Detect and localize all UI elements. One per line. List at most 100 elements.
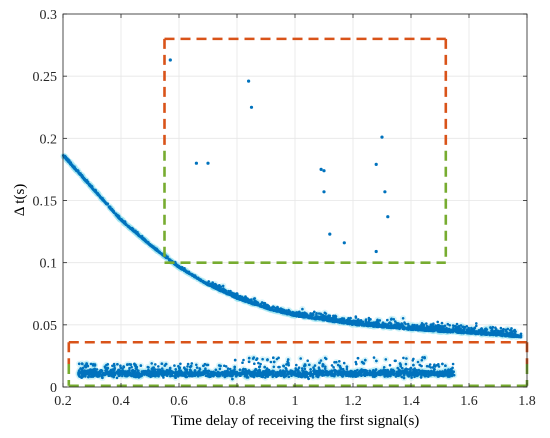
data-point — [69, 163, 73, 166]
data-point — [196, 277, 200, 280]
data-point — [82, 176, 86, 180]
data-point — [311, 312, 315, 316]
data-point — [223, 289, 227, 293]
data-point — [109, 207, 112, 210]
data-point — [510, 330, 514, 334]
data-point — [301, 314, 305, 317]
data-point — [459, 324, 463, 327]
data-point — [364, 318, 368, 321]
data-point — [386, 325, 389, 329]
data-point — [321, 313, 325, 317]
data-point — [407, 325, 411, 328]
data-point — [174, 263, 177, 267]
data-point — [241, 297, 244, 301]
data-point — [441, 328, 445, 332]
data-point — [314, 316, 318, 320]
data-point — [199, 278, 202, 281]
data-point — [436, 320, 440, 324]
data-point — [268, 307, 272, 311]
data-point — [357, 318, 360, 321]
data-point — [221, 289, 224, 293]
data-point — [403, 321, 406, 324]
data-point — [112, 210, 115, 213]
data-point — [114, 213, 118, 216]
data-point — [425, 324, 429, 328]
data-point — [243, 299, 247, 302]
data-point — [93, 189, 96, 192]
data-point — [67, 160, 71, 164]
data-point — [151, 246, 155, 249]
data-point — [462, 328, 465, 332]
data-point — [106, 202, 109, 205]
data-point — [440, 326, 444, 330]
data-point — [437, 325, 441, 329]
data-point — [356, 322, 359, 326]
data-point — [381, 325, 384, 328]
data-point — [207, 283, 211, 286]
data-point — [74, 168, 78, 172]
data-point — [90, 186, 94, 190]
data-point — [506, 327, 510, 331]
data-point — [263, 304, 266, 308]
data-point — [384, 322, 387, 326]
data-point — [329, 319, 333, 323]
data-point — [459, 327, 462, 330]
data-point — [497, 332, 501, 336]
data-point — [346, 320, 350, 324]
data-point — [149, 243, 153, 247]
data-point — [180, 267, 184, 271]
data-point — [126, 225, 130, 228]
data-point — [317, 312, 321, 315]
data-points — [62, 58, 523, 381]
data-point — [133, 230, 137, 234]
data-point — [154, 247, 157, 251]
data-point — [445, 330, 449, 334]
data-point — [378, 319, 382, 322]
data-point — [367, 318, 371, 322]
data-point — [406, 322, 410, 326]
data-point — [401, 317, 405, 320]
data-point — [465, 331, 469, 335]
data-point — [392, 318, 396, 321]
data-point — [158, 250, 161, 254]
data-point — [327, 314, 331, 317]
data-point — [428, 327, 432, 330]
data-point — [122, 221, 125, 224]
data-point — [233, 295, 237, 299]
data-point — [315, 312, 318, 316]
data-point — [390, 325, 394, 329]
data-point — [279, 311, 283, 314]
data-point — [282, 308, 286, 312]
data-point — [253, 297, 256, 300]
data-point — [349, 316, 352, 320]
data-point — [288, 310, 292, 313]
data-point — [80, 174, 84, 178]
data-point — [435, 328, 439, 332]
data-point — [425, 322, 428, 325]
data-point — [454, 324, 457, 328]
data-point — [323, 311, 327, 315]
data-point — [510, 327, 513, 330]
data-point — [221, 284, 225, 288]
data-point — [352, 323, 355, 326]
data-point — [216, 286, 220, 289]
data-point — [301, 307, 304, 311]
data-point — [236, 296, 239, 299]
data-point — [369, 324, 372, 327]
data-point — [494, 326, 497, 330]
data-point — [484, 327, 488, 331]
data-point — [274, 309, 278, 313]
data-point — [97, 193, 100, 197]
data-point — [86, 181, 90, 185]
data-point — [316, 317, 320, 320]
data-point — [386, 318, 389, 322]
data-point — [77, 172, 81, 175]
data-point — [299, 314, 303, 318]
data-point — [458, 331, 462, 334]
data-point — [495, 333, 499, 336]
data-point — [299, 357, 303, 360]
data-point — [423, 328, 426, 332]
data-point — [502, 333, 505, 337]
data-point — [191, 273, 194, 277]
data-point — [64, 156, 68, 159]
